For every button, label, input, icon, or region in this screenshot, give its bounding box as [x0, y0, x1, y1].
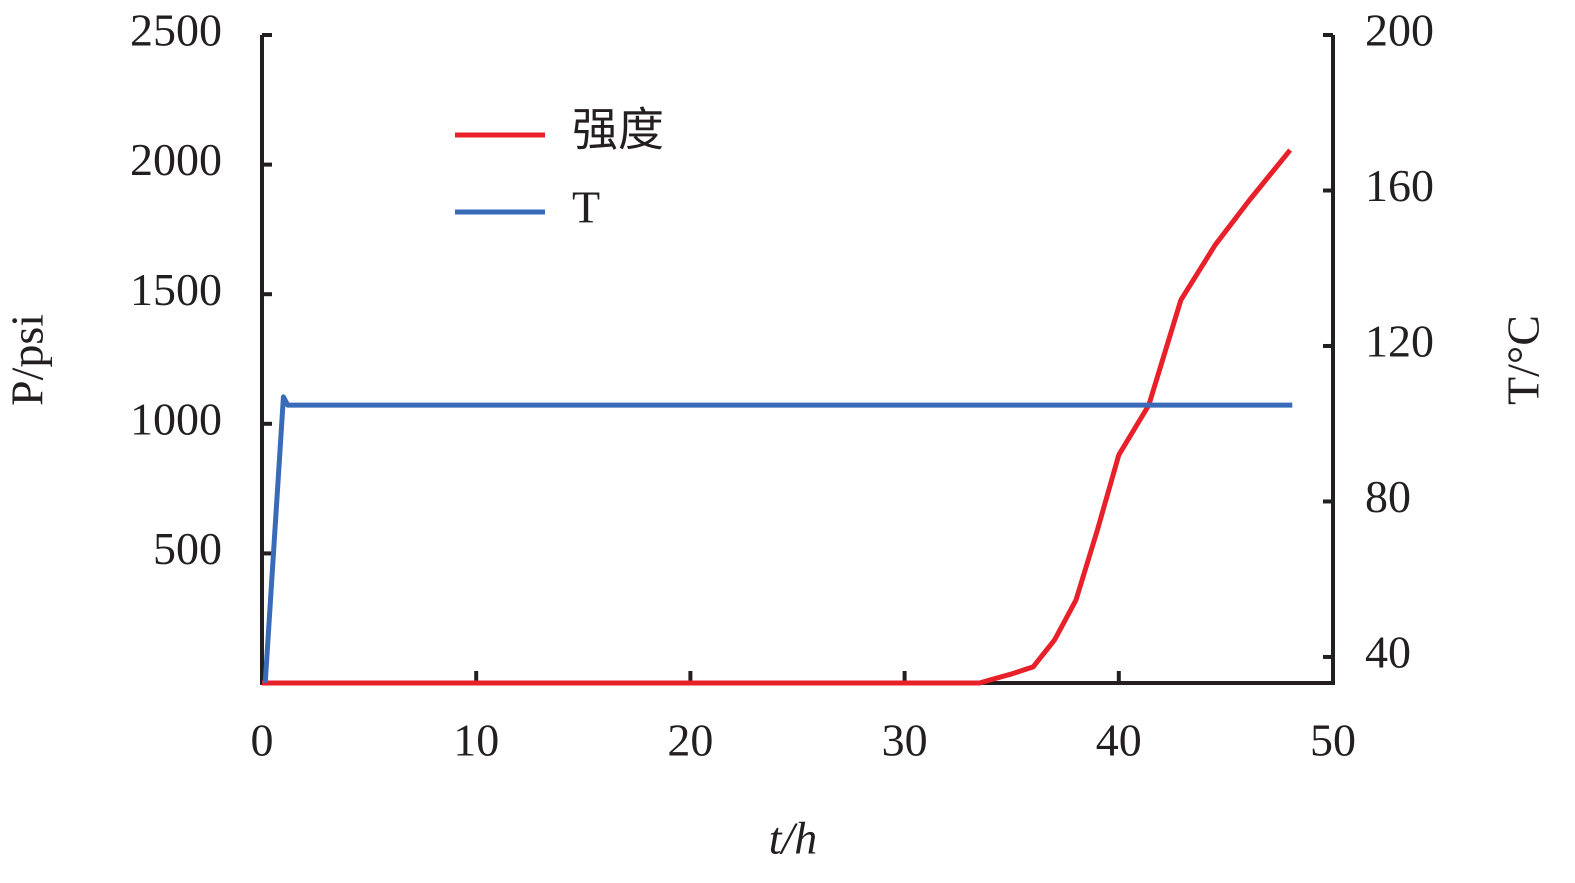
y-tick-label: 1000 [130, 393, 222, 444]
y-tick-label: 2500 [130, 5, 222, 56]
y2-axis-label: T/°C [1498, 315, 1549, 405]
y2-tick-label: 120 [1365, 316, 1434, 367]
x-tick-label: 20 [667, 715, 713, 766]
x-tick-label: 30 [882, 715, 928, 766]
y-axis-label: P/psi [2, 314, 53, 406]
y2-tick-label: 80 [1365, 471, 1411, 522]
legend-label: 强度 [572, 105, 664, 156]
y2-tick-label: 40 [1365, 627, 1411, 678]
legend-label: T [572, 182, 600, 233]
x-tick-label: 0 [251, 715, 274, 766]
y-tick-label: 2000 [130, 134, 222, 185]
y-tick-label: 500 [153, 523, 222, 574]
x-tick-label: 50 [1310, 715, 1356, 766]
x-tick-label: 40 [1096, 715, 1142, 766]
data-line [262, 394, 1293, 684]
x-tick-label: 10 [453, 715, 499, 766]
y2-tick-label: 160 [1365, 160, 1434, 211]
y-tick-label: 1500 [130, 264, 222, 315]
data-line [262, 148, 1293, 686]
x-axis-label: t/h [769, 813, 818, 864]
y2-tick-label: 200 [1365, 5, 1434, 56]
